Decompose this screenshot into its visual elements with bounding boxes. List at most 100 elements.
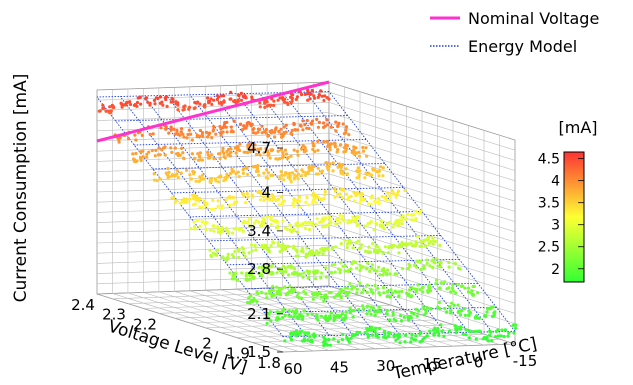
data-point	[252, 275, 256, 279]
data-point	[280, 173, 284, 177]
data-point	[165, 173, 169, 177]
data-point	[244, 274, 248, 278]
data-point	[246, 271, 250, 275]
data-point	[366, 335, 370, 339]
data-point	[436, 326, 440, 331]
data-point	[256, 169, 260, 173]
data-point	[237, 175, 241, 179]
data-point	[311, 143, 315, 148]
data-point	[418, 288, 422, 292]
data-point	[120, 105, 124, 109]
data-point	[269, 244, 273, 248]
x-tick-label: 1.9	[226, 344, 250, 362]
data-point	[282, 199, 286, 203]
data-point	[280, 156, 284, 160]
data-point	[355, 223, 359, 228]
data-point	[456, 283, 460, 287]
data-point	[188, 197, 192, 201]
data-point	[360, 243, 364, 247]
data-point	[267, 133, 271, 138]
data-point	[126, 137, 131, 141]
data-point	[385, 294, 389, 299]
data-point	[180, 127, 184, 131]
data-point	[382, 227, 386, 231]
data-point	[328, 316, 332, 320]
data-point	[357, 246, 361, 250]
data-point	[292, 315, 296, 319]
data-point	[372, 268, 376, 272]
data-point	[241, 229, 245, 233]
data-point	[289, 154, 293, 158]
data-point	[369, 202, 373, 206]
legend-label-nominal: Nominal Voltage	[468, 9, 599, 28]
data-point	[511, 323, 515, 327]
data-point	[500, 328, 504, 332]
data-point	[361, 149, 366, 153]
data-point	[231, 195, 236, 200]
data-point	[176, 108, 180, 112]
data-point	[314, 201, 318, 205]
data-point	[134, 151, 138, 156]
data-point	[417, 211, 422, 215]
data-point	[419, 330, 423, 334]
data-point	[339, 143, 343, 147]
model-mesh-line	[143, 95, 330, 336]
data-point	[187, 107, 191, 111]
data-point	[388, 318, 392, 322]
data-point	[286, 291, 290, 295]
data-point	[260, 245, 264, 249]
data-point	[313, 334, 317, 338]
data-point	[307, 127, 311, 131]
data-point	[377, 265, 381, 269]
data-point	[337, 121, 341, 125]
data-point	[328, 215, 332, 220]
data-point	[322, 197, 326, 201]
data-point	[301, 223, 305, 227]
data-point	[279, 148, 283, 152]
y-tick-label: -15	[513, 352, 538, 370]
data-point	[496, 334, 500, 338]
grid-line	[267, 338, 500, 348]
data-point	[354, 146, 358, 150]
data-point	[311, 201, 315, 205]
data-point	[226, 153, 230, 157]
data-point	[254, 248, 258, 252]
data-point	[352, 152, 356, 156]
data-point	[451, 283, 455, 287]
data-point	[238, 122, 243, 126]
data-point	[347, 238, 351, 242]
data-point	[391, 313, 395, 317]
data-point	[449, 290, 453, 294]
data-point	[304, 200, 308, 204]
data-point	[267, 289, 271, 293]
data-point	[362, 307, 366, 311]
data-point	[443, 280, 447, 284]
data-point	[365, 304, 369, 308]
data-point	[249, 294, 253, 298]
data-point	[186, 132, 190, 137]
data-point	[264, 146, 268, 151]
data-point	[280, 248, 284, 252]
data-point	[176, 153, 180, 158]
data-point	[251, 131, 255, 135]
data-point	[249, 274, 253, 278]
data-point	[257, 265, 261, 269]
data-point	[490, 314, 495, 319]
data-point	[302, 290, 306, 294]
data-point	[309, 252, 313, 256]
data-point	[211, 198, 215, 202]
data-point	[462, 307, 466, 311]
data-point	[323, 316, 327, 320]
data-point	[234, 227, 238, 231]
data-point	[424, 308, 428, 312]
model-mesh-line	[152, 163, 385, 170]
data-point	[381, 273, 385, 277]
data-point	[169, 128, 173, 132]
data-point	[397, 335, 401, 339]
data-point	[410, 286, 414, 290]
data-point	[373, 329, 377, 334]
data-point	[331, 169, 335, 173]
data-point	[450, 301, 454, 305]
data-point	[301, 317, 305, 321]
data-point	[179, 130, 183, 134]
